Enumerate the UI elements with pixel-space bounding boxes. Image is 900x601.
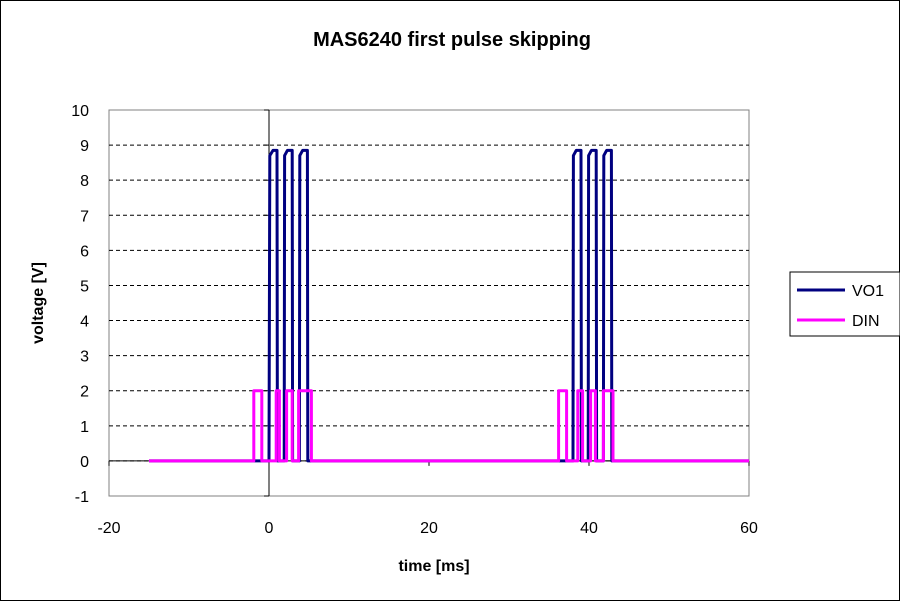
plot-area bbox=[108, 109, 750, 497]
legend-label: VO1 bbox=[852, 283, 884, 300]
y-tick-label: 5 bbox=[80, 278, 89, 295]
x-tick-label: 20 bbox=[420, 520, 438, 537]
y-tick-label: 10 bbox=[71, 103, 89, 120]
legend-label: DIN bbox=[852, 313, 880, 330]
chart-title: MAS6240 first pulse skipping bbox=[313, 29, 591, 51]
y-tick-label: -1 bbox=[75, 489, 89, 506]
x-tick-label: 0 bbox=[265, 520, 274, 537]
y-tick-label: 4 bbox=[80, 314, 89, 331]
x-tick-labels: -20 0 20 40 60 bbox=[97, 520, 758, 537]
y-tick-label: 3 bbox=[80, 349, 89, 366]
x-tick-label: -20 bbox=[97, 520, 120, 537]
y-tick-label: 0 bbox=[80, 454, 89, 471]
x-tick-label: 60 bbox=[740, 520, 758, 537]
y-tick-labels: -1 0 1 2 3 4 5 6 7 8 9 10 bbox=[71, 103, 89, 506]
y-tick-label: 9 bbox=[80, 138, 89, 155]
series-line-din bbox=[149, 389, 749, 463]
x-axis-label: time [ms] bbox=[398, 558, 469, 575]
y-axis-label: voltage [V] bbox=[30, 262, 47, 344]
y-tick-label: 2 bbox=[80, 384, 89, 401]
y-tick-label: 1 bbox=[80, 419, 89, 436]
y-tick-label: 7 bbox=[80, 208, 89, 225]
y-tick-label: 6 bbox=[80, 243, 89, 260]
x-tick-label: 40 bbox=[580, 520, 598, 537]
y-tick-label: 8 bbox=[80, 173, 89, 190]
series-layer bbox=[149, 148, 749, 463]
legend-box bbox=[789, 271, 900, 337]
legend: VO1 DIN bbox=[789, 271, 900, 337]
